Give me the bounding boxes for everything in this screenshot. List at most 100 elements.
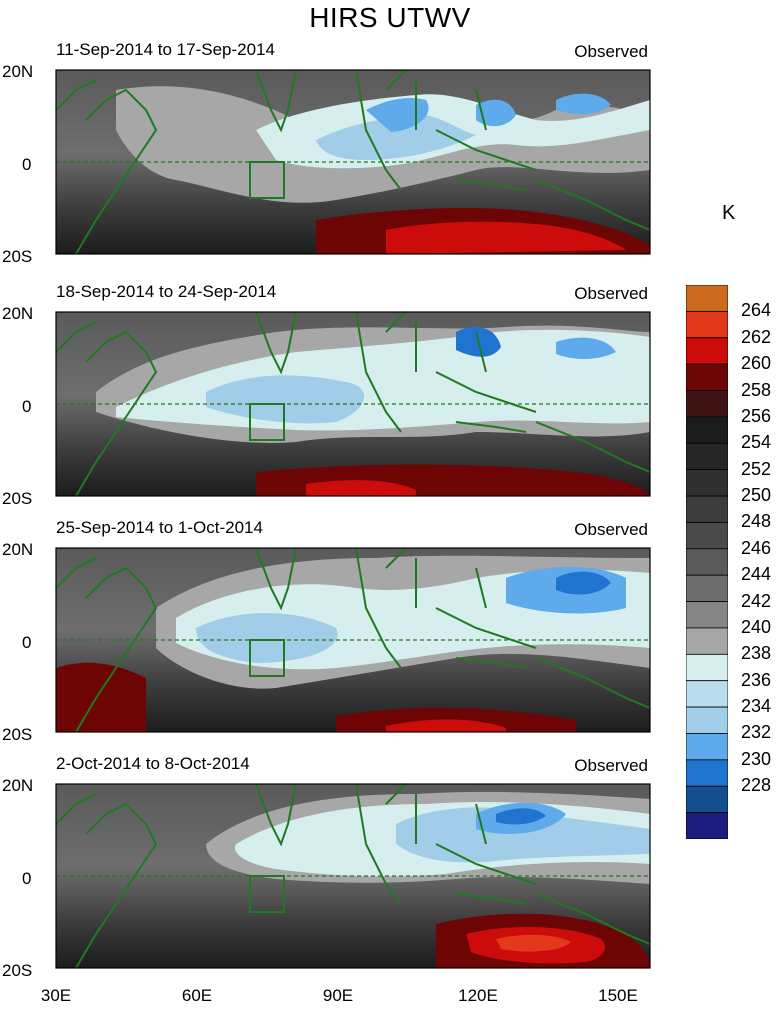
lat-label-north: 20N bbox=[2, 776, 33, 795]
panel-date-range: 2-Oct-2014 to 8-Oct-2014 bbox=[56, 754, 250, 773]
field-contour-262 bbox=[386, 221, 626, 254]
map-frame bbox=[55, 547, 651, 733]
panel-date-range: 25-Sep-2014 to 1-Oct-2014 bbox=[56, 518, 263, 537]
coastline-india bbox=[255, 69, 297, 133]
colorbar-label: 252 bbox=[741, 458, 772, 479]
panel-observed-tag: Observed bbox=[574, 520, 648, 539]
region-box bbox=[249, 403, 285, 441]
colorbar-swatch bbox=[686, 627, 728, 655]
colorbar-label: 258 bbox=[741, 379, 772, 400]
lat-label-north: 20N bbox=[2, 540, 33, 559]
coastline-india bbox=[255, 783, 297, 847]
colorbar-swatch bbox=[686, 390, 728, 418]
colorbar-label: 236 bbox=[741, 669, 772, 690]
colorbar-label: 260 bbox=[741, 353, 772, 374]
map-frame bbox=[55, 783, 651, 969]
field-contour-234 bbox=[206, 375, 365, 424]
colorbar-swatch bbox=[686, 363, 728, 391]
colorbar-swatch bbox=[686, 442, 728, 471]
colorbar-label: 240 bbox=[741, 616, 772, 637]
colorbar-label: 262 bbox=[741, 326, 772, 347]
field-contour-230 bbox=[496, 808, 546, 825]
map-panel-1: 11-Sep-2014 to 17-Sep-2014 Observed 20N … bbox=[0, 40, 680, 280]
colorbar-label: 242 bbox=[741, 590, 772, 611]
map-panel-3: 25-Sep-2014 to 1-Oct-2014 Observed 20N 0… bbox=[0, 518, 680, 758]
coastline-india bbox=[255, 547, 297, 611]
colorbar-swatch bbox=[686, 522, 728, 550]
field-contour-262 bbox=[386, 719, 506, 732]
lat-label-south: 20S bbox=[2, 489, 32, 508]
colorbar-label: 234 bbox=[741, 696, 772, 717]
colorbar-label: 238 bbox=[741, 643, 772, 664]
lon-label: 60E bbox=[181, 986, 213, 1005]
panel-date-range: 18-Sep-2014 to 24-Sep-2014 bbox=[56, 282, 277, 301]
field-contour-232b bbox=[476, 99, 516, 127]
lat-label-north: 20N bbox=[2, 304, 33, 323]
colorbar-swatch bbox=[686, 469, 728, 497]
map-plot: 20N 0 20S bbox=[2, 62, 651, 266]
coastline-maritime-continent bbox=[355, 783, 651, 945]
map-plot: 20N 0 20S bbox=[2, 540, 651, 744]
colorbar-swatch bbox=[686, 548, 728, 576]
map-panel-2: 18-Sep-2014 to 24-Sep-2014 Observed 20N … bbox=[0, 282, 680, 522]
colorbar-swatch bbox=[686, 733, 728, 761]
colorbar-label: 248 bbox=[741, 511, 772, 532]
colorbar-swatch bbox=[686, 601, 728, 629]
coastline-africa bbox=[55, 79, 158, 255]
region-box bbox=[249, 161, 285, 199]
lat-label-south: 20S bbox=[2, 961, 32, 980]
colorbar-unit: K bbox=[722, 202, 736, 224]
colorbar-swatch bbox=[686, 337, 728, 365]
lon-label: 90E bbox=[322, 986, 354, 1005]
colorbar-swatch bbox=[686, 574, 728, 602]
field-contour-262 bbox=[306, 480, 416, 496]
panel-observed-tag: Observed bbox=[574, 756, 648, 775]
map-frame bbox=[55, 311, 651, 497]
colorbar-swatch bbox=[686, 812, 728, 839]
colorbar-label: 244 bbox=[741, 564, 772, 585]
colorbar-swatch bbox=[686, 495, 728, 523]
coastline-maritime-continent bbox=[355, 311, 651, 473]
lon-label: 120E bbox=[458, 986, 498, 1005]
lat-label-equator: 0 bbox=[22, 155, 31, 174]
lon-label: 30E bbox=[40, 986, 72, 1005]
figure-title: HIRS UTWV bbox=[309, 2, 471, 33]
field-contour-234 bbox=[196, 613, 338, 663]
colorbar-swatch bbox=[686, 416, 728, 444]
lat-label-south: 20S bbox=[2, 725, 32, 744]
colorbar-label: 246 bbox=[741, 537, 772, 558]
lat-label-equator: 0 bbox=[22, 397, 31, 416]
coastline-india bbox=[255, 311, 297, 375]
field-contour-258 bbox=[56, 662, 146, 732]
colorbar-label: 250 bbox=[741, 485, 772, 506]
colorbar bbox=[686, 285, 728, 839]
map-plot: 20N 0 20S bbox=[2, 304, 651, 508]
field-contour-230 bbox=[556, 571, 611, 595]
lat-label-equator: 0 bbox=[22, 869, 31, 888]
panel-date-range: 11-Sep-2014 to 17-Sep-2014 bbox=[56, 40, 275, 59]
colorbar-label: 256 bbox=[741, 405, 772, 426]
coastline-africa bbox=[55, 321, 158, 497]
colorbar-label: 254 bbox=[741, 432, 772, 453]
field-contour-232 bbox=[556, 337, 616, 359]
lat-label-north: 20N bbox=[2, 62, 33, 81]
lon-label: 150E bbox=[598, 986, 638, 1005]
map-frame bbox=[55, 69, 651, 255]
field-contour-232 bbox=[366, 98, 429, 132]
colorbar-swatch bbox=[686, 310, 728, 339]
field-contour-234 bbox=[316, 114, 476, 160]
colorbar-swatch bbox=[686, 653, 728, 682]
coastline-africa bbox=[55, 557, 158, 733]
lat-label-south: 20S bbox=[2, 247, 32, 266]
map-panel-4: 2-Oct-2014 to 8-Oct-2014 Observed 20N 0 … bbox=[0, 754, 680, 994]
map-plot: 20N 0 20S bbox=[2, 776, 651, 980]
coastline-maritime-continent bbox=[355, 547, 651, 709]
region-box bbox=[249, 875, 285, 913]
lat-label-equator: 0 bbox=[22, 633, 31, 652]
field-contour-232c bbox=[556, 93, 611, 115]
colorbar-swatch bbox=[686, 285, 728, 312]
colorbar-label: 228 bbox=[741, 775, 772, 796]
panel-observed-tag: Observed bbox=[574, 42, 648, 61]
panel-observed-tag: Observed bbox=[574, 284, 648, 303]
coastline-africa bbox=[55, 793, 158, 969]
